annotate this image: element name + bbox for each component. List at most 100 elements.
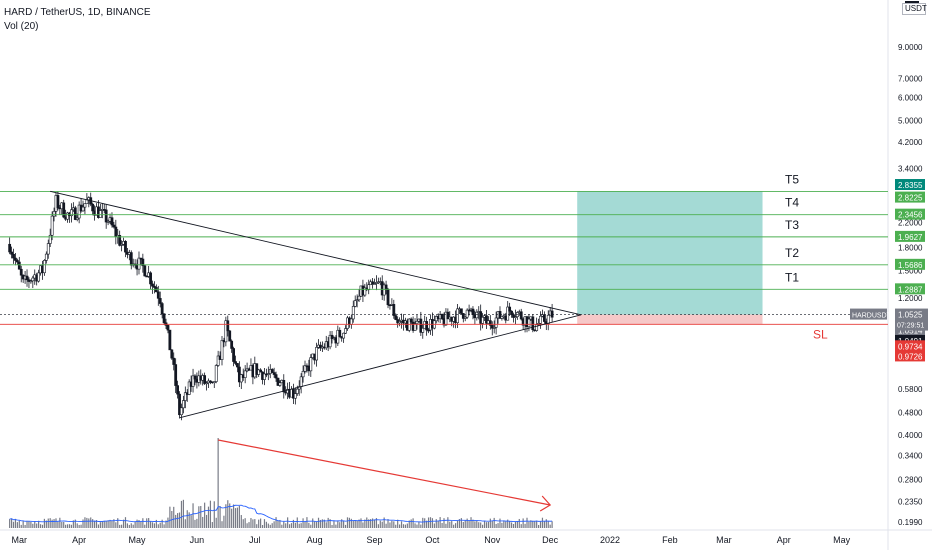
- candle-body: [106, 221, 110, 223]
- candle-body: [531, 316, 535, 331]
- symbol-title: HARD / TetherUS, 1D, BINANCE: [4, 7, 151, 18]
- volume-indicator-title: Vol (20): [4, 21, 39, 32]
- candle-body: [539, 315, 542, 324]
- candle-body: [303, 365, 307, 372]
- candle-body: [83, 203, 87, 208]
- candle-body: [392, 304, 396, 316]
- x-tick-label: Mar: [12, 535, 28, 545]
- candle-body: [276, 377, 280, 386]
- candle-body: [170, 349, 174, 359]
- x-tick-label: Nov: [484, 535, 501, 545]
- candle-body: [542, 314, 546, 322]
- triangle-lower-line: [179, 314, 582, 419]
- candle-body: [243, 370, 247, 378]
- candle-body: [425, 321, 429, 331]
- candle-body: [415, 320, 419, 324]
- symbol-tag: HARDUSDT: [852, 313, 892, 320]
- candle-body: [519, 311, 523, 320]
- price-label: 2.8225: [898, 194, 923, 203]
- price-label-bg: [895, 340, 925, 352]
- candle-body: [110, 217, 114, 226]
- current-price-bg: [895, 308, 928, 331]
- candle-body: [510, 310, 513, 315]
- volume-ma-line: [9, 504, 553, 523]
- candle-body: [440, 313, 444, 319]
- candle-body: [363, 287, 367, 296]
- candle-body: [46, 243, 50, 255]
- candle-body: [14, 257, 17, 261]
- menu-icon[interactable]: [905, 1, 919, 3]
- candle-body: [272, 372, 276, 375]
- candle-body: [19, 268, 23, 276]
- candle-body: [112, 224, 116, 228]
- candle-body: [299, 376, 303, 387]
- candle-body: [344, 328, 347, 334]
- volume-group: [9, 438, 553, 528]
- candle-body: [293, 393, 297, 399]
- candle-body: [29, 280, 33, 283]
- candle-body: [44, 253, 48, 261]
- candle-body: [56, 195, 60, 209]
- candle-body: [62, 202, 66, 218]
- price-label: 0.9734: [898, 342, 923, 351]
- candle-body: [178, 393, 181, 416]
- candle-body: [91, 203, 95, 212]
- candle-body: [166, 325, 170, 331]
- candle-body: [355, 299, 359, 302]
- volume-trend-arrow-line: [218, 439, 551, 506]
- candle-body: [239, 374, 243, 383]
- candle-body: [174, 364, 178, 386]
- candle-body: [315, 347, 318, 361]
- x-tick-label: 2022: [600, 535, 620, 545]
- candle-body: [266, 373, 270, 375]
- candle-body: [459, 308, 463, 314]
- candle-body: [193, 375, 197, 380]
- candle-body: [295, 388, 299, 394]
- candle-body: [75, 217, 79, 220]
- targets-group: T1 T2 T3 T4 T5: [0, 173, 888, 290]
- price-label-bg: [895, 230, 925, 242]
- x-tick-label: Mar: [716, 535, 732, 545]
- candle-body: [143, 265, 147, 277]
- y-tick-label: 1.2000: [898, 294, 923, 303]
- candle-body: [508, 306, 512, 312]
- candle-body: [70, 209, 73, 217]
- y-tick-label: 1.5000: [898, 266, 923, 275]
- x-tick-label: Dec: [542, 535, 559, 545]
- candle-body: [158, 298, 162, 304]
- target-label-t3: T3: [785, 218, 799, 232]
- stop-loss-label: SL: [813, 327, 828, 341]
- candle-body: [506, 306, 510, 321]
- price-label: 1.0514: [898, 327, 923, 336]
- y-tick-label: 6.0000: [898, 94, 923, 103]
- x-tick-label: Oct: [425, 535, 440, 545]
- target-label-t1: T1: [785, 270, 799, 284]
- candle-body: [550, 310, 554, 318]
- y-tick-label: 0.1990: [898, 518, 923, 527]
- x-tick-label: May: [129, 535, 147, 545]
- target-label-t2: T2: [785, 246, 799, 260]
- target-label-t4: T4: [785, 196, 799, 210]
- candle-body: [419, 318, 423, 333]
- price-label: 1.2887: [898, 285, 923, 294]
- candle-body: [81, 206, 85, 212]
- candle-body: [471, 308, 475, 315]
- candle-body: [398, 321, 402, 324]
- candle-body: [446, 311, 450, 320]
- candle-body: [475, 311, 479, 319]
- candle-body: [481, 316, 485, 324]
- y-tick-label: 0.2350: [898, 497, 923, 506]
- target-label-t5: T5: [785, 173, 799, 187]
- candle-body: [494, 317, 498, 328]
- candle-body: [172, 357, 176, 365]
- currency-label[interactable]: USDT: [902, 3, 927, 15]
- candle-body: [328, 334, 332, 348]
- x-tick-label: Jul: [249, 535, 261, 545]
- x-tick-label: Jun: [190, 535, 205, 545]
- candle-body: [124, 241, 127, 253]
- price-label-bg: [895, 191, 925, 203]
- candle-body: [42, 260, 46, 274]
- candle-body: [263, 373, 266, 380]
